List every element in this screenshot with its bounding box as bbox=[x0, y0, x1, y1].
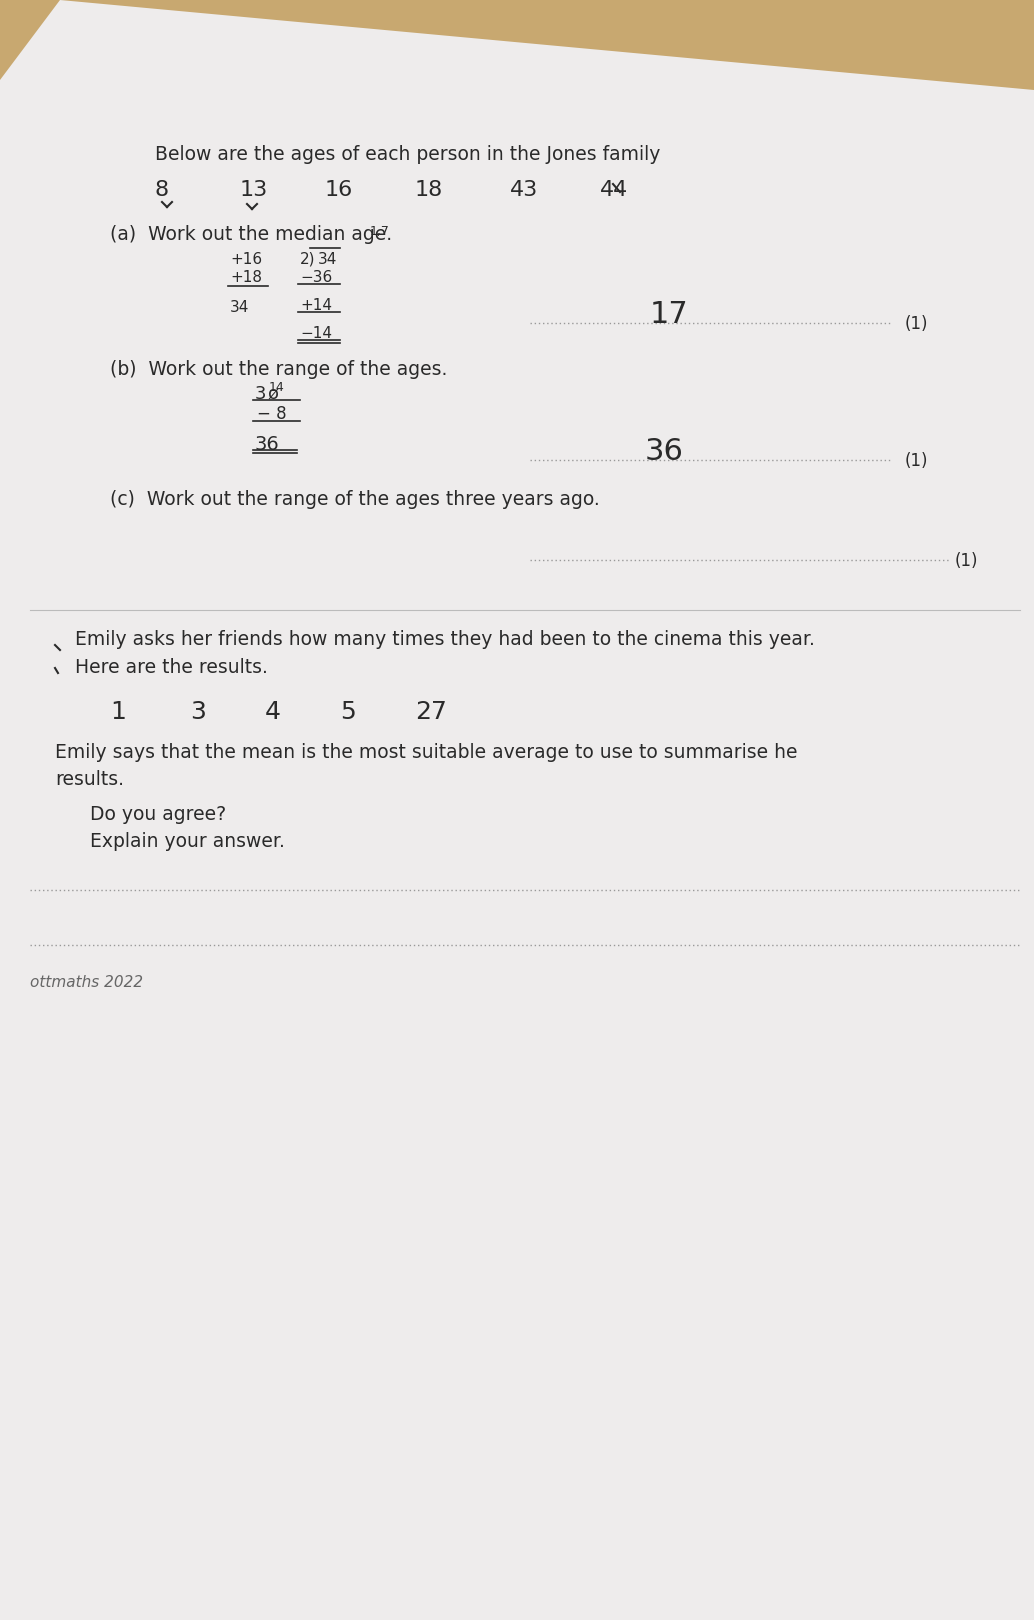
Text: (a)  Work out the median age.: (a) Work out the median age. bbox=[110, 225, 392, 245]
Text: ottmaths 2022: ottmaths 2022 bbox=[30, 975, 143, 990]
Text: Emily asks her friends how many times they had been to the cinema this year.: Emily asks her friends how many times th… bbox=[75, 630, 815, 650]
Text: (1): (1) bbox=[905, 314, 929, 334]
Text: 16: 16 bbox=[325, 180, 354, 199]
Text: 14: 14 bbox=[269, 381, 284, 394]
Text: 3: 3 bbox=[255, 386, 267, 403]
Text: 8: 8 bbox=[155, 180, 170, 199]
Text: 18: 18 bbox=[415, 180, 444, 199]
Text: 44: 44 bbox=[600, 180, 629, 199]
Text: 1,7: 1,7 bbox=[370, 225, 390, 238]
Text: 27: 27 bbox=[415, 700, 447, 724]
Text: 17: 17 bbox=[650, 300, 689, 329]
Text: ø: ø bbox=[267, 386, 278, 403]
Text: 43: 43 bbox=[510, 180, 539, 199]
Text: 4: 4 bbox=[265, 700, 281, 724]
Text: 34: 34 bbox=[318, 253, 337, 267]
Text: Do you agree?: Do you agree? bbox=[90, 805, 226, 825]
Text: 36: 36 bbox=[255, 436, 280, 454]
Text: Emily says that the mean is the most suitable average to use to summarise he: Emily says that the mean is the most sui… bbox=[55, 744, 797, 761]
Text: 5: 5 bbox=[340, 700, 356, 724]
Text: +16: +16 bbox=[230, 253, 263, 267]
Text: (c)  Work out the range of the ages three years ago.: (c) Work out the range of the ages three… bbox=[110, 489, 600, 509]
Text: 3: 3 bbox=[190, 700, 206, 724]
Text: (1): (1) bbox=[955, 552, 978, 570]
Text: Explain your answer.: Explain your answer. bbox=[90, 833, 285, 851]
Text: 2): 2) bbox=[300, 253, 315, 267]
Text: −36: −36 bbox=[300, 271, 332, 285]
Text: 34: 34 bbox=[230, 300, 249, 314]
Text: Below are the ages of each person in the Jones family: Below are the ages of each person in the… bbox=[155, 146, 661, 164]
Text: 1: 1 bbox=[110, 700, 126, 724]
Text: Here are the results.: Here are the results. bbox=[75, 658, 268, 677]
Text: −14: −14 bbox=[300, 326, 332, 340]
Text: +18: +18 bbox=[230, 271, 262, 285]
Text: − 8: − 8 bbox=[257, 405, 286, 423]
Text: (1): (1) bbox=[905, 452, 929, 470]
Text: (b)  Work out the range of the ages.: (b) Work out the range of the ages. bbox=[110, 360, 448, 379]
Text: 13: 13 bbox=[240, 180, 268, 199]
Text: results.: results. bbox=[55, 770, 124, 789]
Text: 36: 36 bbox=[645, 437, 683, 467]
Text: +14: +14 bbox=[300, 298, 332, 313]
